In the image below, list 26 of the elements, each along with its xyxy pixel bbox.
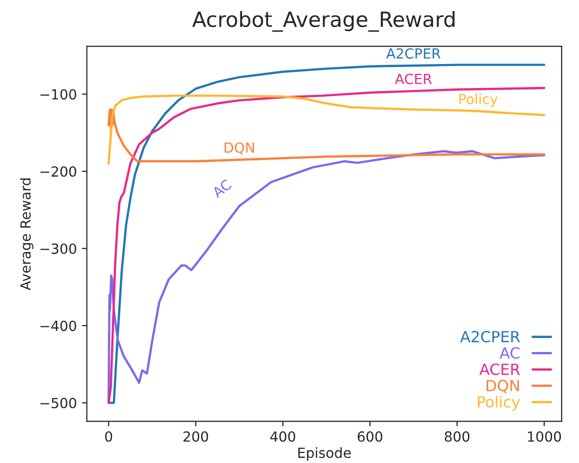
- x-tick-label: 400: [270, 431, 296, 442]
- y-tick-label: −500: [40, 398, 76, 408]
- x-axis-title: Episode: [298, 447, 351, 461]
- line-series: [108, 94, 546, 165]
- chart-title: Acrobot_Average_Reward: [192, 11, 454, 32]
- annotation: Policy: [459, 94, 498, 107]
- line-series: [108, 108, 546, 162]
- x-tick-label: 600: [358, 431, 382, 442]
- annotation: AC: [211, 178, 232, 198]
- y-tick-label: −300: [40, 243, 76, 254]
- legend-label: A2CPER: [460, 330, 520, 342]
- legend-label: DQN: [486, 380, 519, 394]
- y-tick-label: −400: [40, 320, 76, 332]
- y-axis-title: Average Reward: [20, 178, 34, 290]
- x-tick-label: 800: [444, 431, 470, 442]
- x-tick-label: 1000: [528, 431, 561, 442]
- legend-label: Policy: [478, 396, 520, 411]
- y-tick-label: −100: [40, 89, 76, 100]
- y-tick-label: −200: [40, 166, 76, 177]
- x-tick-label: 200: [184, 431, 208, 442]
- legend-label: AC: [500, 347, 520, 359]
- annotation: DQN: [224, 142, 254, 154]
- annotation: ACER: [394, 74, 432, 84]
- annotation: A2CPER: [386, 48, 441, 59]
- x-tick-label: 0: [105, 431, 112, 442]
- legend-label: ACER: [479, 363, 520, 376]
